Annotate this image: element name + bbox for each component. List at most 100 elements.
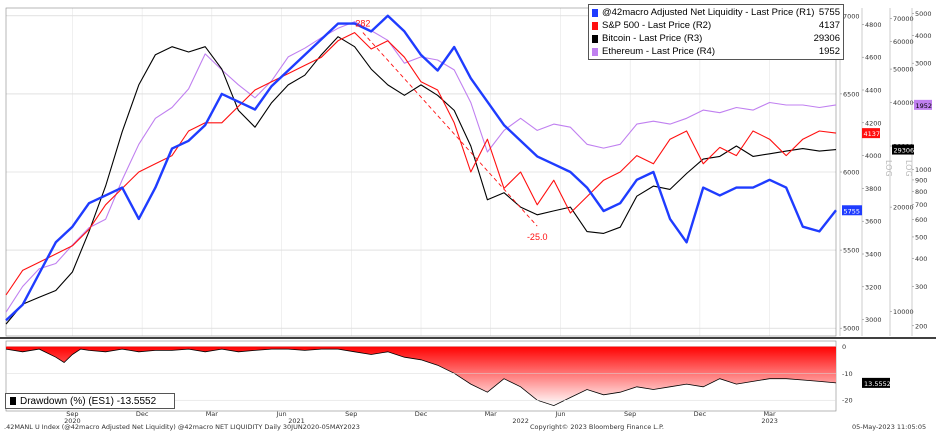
tick-label: 700 xyxy=(915,201,927,209)
drawdown-line xyxy=(5,348,837,407)
drawdown-tag xyxy=(862,377,890,388)
last-value-tag xyxy=(862,128,880,139)
legend-label: Ethereum - Last Price (R4) xyxy=(602,46,715,57)
tick-label: 4600 xyxy=(865,54,882,62)
footer-center: Copyright© 2023 Bloomberg Finance L.P. xyxy=(530,423,664,431)
tick-label: 50000 xyxy=(893,66,914,74)
drawdown-connector xyxy=(362,32,538,227)
tick-label: 5500 xyxy=(843,247,860,255)
drawdown-legend: Drawdown (%) (ES1) -13.5552 xyxy=(5,393,175,409)
drawdown-tick-label: 0 xyxy=(842,343,846,351)
tick-label: 7000 xyxy=(843,12,860,20)
x-tick-label: Sep xyxy=(66,410,78,418)
tick-label: 20000 xyxy=(893,204,914,212)
log-scale-label: LOG xyxy=(904,160,913,177)
x-year-label: 2022 xyxy=(512,417,529,425)
x-tick-label: Sep xyxy=(345,410,357,418)
drawdown-tag-text: 13.5552 xyxy=(864,380,891,388)
legend: @42macro Adjusted Net Liquidity - Last P… xyxy=(588,4,844,60)
gridlines xyxy=(5,7,837,337)
tick-label: 3200 xyxy=(865,283,882,291)
tick-label: 4800 xyxy=(865,21,882,29)
x-year-label: 2023 xyxy=(761,417,778,425)
series-lines: 282 -25.0 xyxy=(5,14,837,325)
tick-label: 500 xyxy=(915,233,927,241)
tick-label: 10000 xyxy=(893,308,914,316)
x-tick-label: Dec xyxy=(415,410,428,418)
last-value-text: 4137 xyxy=(864,130,881,138)
series-line xyxy=(5,14,837,322)
tick-label: 3600 xyxy=(865,218,882,226)
legend-value: 5755 xyxy=(818,7,840,18)
annotation-label: -25.0 xyxy=(527,232,548,242)
x-tick-label: Mar xyxy=(485,410,498,418)
x-tick-label: Mar xyxy=(763,410,776,418)
x-tick-label: Dec xyxy=(136,410,149,418)
last-value-text: 29306 xyxy=(894,147,915,155)
legend-value: 4137 xyxy=(818,20,840,31)
drawdown-area xyxy=(6,346,836,406)
legend-item: S&P 500 - Last Price (R2) 4137 xyxy=(592,19,840,32)
x-tick-label: Dec xyxy=(694,410,707,418)
tick-label: 3000 xyxy=(865,316,882,324)
tick-label: 60000 xyxy=(893,38,914,46)
x-axis: Sep Dec Mar Jun Sep Dec Mar Jun Sep Dec Mar 2020 202… xyxy=(64,410,778,425)
legend-value: 1952 xyxy=(818,46,840,57)
right-axes: 5000 5500 6000 6500 7000 3000 3200 3400 3600 3800… xyxy=(839,8,933,336)
series-line xyxy=(5,21,837,313)
x-tick-label: Sep xyxy=(624,410,636,418)
legend-swatch xyxy=(592,47,598,56)
tick-label: 3800 xyxy=(865,185,882,193)
drawdown-tick-label: -10 xyxy=(842,370,853,378)
tick-label: 5000 xyxy=(843,325,860,333)
legend-label: Bitcoin - Last Price (R3) xyxy=(602,33,703,44)
log-scale-label: LOG xyxy=(884,160,893,177)
legend-swatch xyxy=(592,8,598,17)
tick-label: 3400 xyxy=(865,251,882,259)
legend-swatch xyxy=(592,34,598,43)
tick-label: 400 xyxy=(915,255,927,263)
legend-item: Bitcoin - Last Price (R3) 29306 xyxy=(592,32,840,45)
tick-label: 800 xyxy=(915,188,927,196)
plot-frame xyxy=(5,7,837,337)
tick-label: 6000 xyxy=(843,169,860,177)
last-value-text: 1952 xyxy=(916,102,933,110)
legend-value: 29306 xyxy=(813,33,840,44)
footer-left: .42MANL U Index (@42macro Adjusted Net L… xyxy=(4,423,360,431)
tick-label: 600 xyxy=(915,216,927,224)
series-line xyxy=(5,36,837,325)
last-value-text: 5755 xyxy=(844,207,861,215)
last-value-tag xyxy=(914,99,932,110)
annotation-label: 282 xyxy=(355,19,370,29)
tick-label: 6500 xyxy=(843,90,860,98)
tick-label: 4400 xyxy=(865,87,882,95)
legend-item: @42macro Adjusted Net Liquidity - Last P… xyxy=(592,6,840,19)
legend-label: S&P 500 - Last Price (R2) xyxy=(602,20,712,31)
last-value-tag xyxy=(842,205,862,216)
x-year-label: 2020 xyxy=(64,417,81,425)
x-tick-label: Jun xyxy=(554,410,565,418)
tick-label: 70000 xyxy=(893,15,914,23)
tick-label: 4000 xyxy=(915,32,932,40)
tick-label: 5000 xyxy=(915,10,932,18)
tick-label: 4000 xyxy=(865,152,882,160)
drawdown-label: Drawdown (%) (ES1) -13.5552 xyxy=(20,395,157,407)
tick-label: 3000 xyxy=(915,60,932,68)
x-tick-label: Mar xyxy=(206,410,219,418)
legend-item: Ethereum - Last Price (R4) 1952 xyxy=(592,45,840,58)
legend-label: @42macro Adjusted Net Liquidity - Last P… xyxy=(602,7,815,18)
series-line xyxy=(5,32,837,296)
tick-label: 300 xyxy=(915,283,927,291)
tick-label: 1000 xyxy=(915,166,932,174)
footer-right: 05-May-2023 11:05:05 xyxy=(852,423,927,431)
last-value-tag xyxy=(892,144,914,155)
tick-label: 200 xyxy=(915,322,927,330)
x-year-label: 2021 xyxy=(288,417,305,425)
tick-label: 900 xyxy=(915,176,927,184)
drawdown-swatch xyxy=(10,397,16,405)
drawdown-tick-label: -20 xyxy=(842,397,853,405)
legend-swatch xyxy=(592,21,598,30)
x-tick-label: Jun xyxy=(275,410,286,418)
tick-label: 40000 xyxy=(893,99,914,107)
